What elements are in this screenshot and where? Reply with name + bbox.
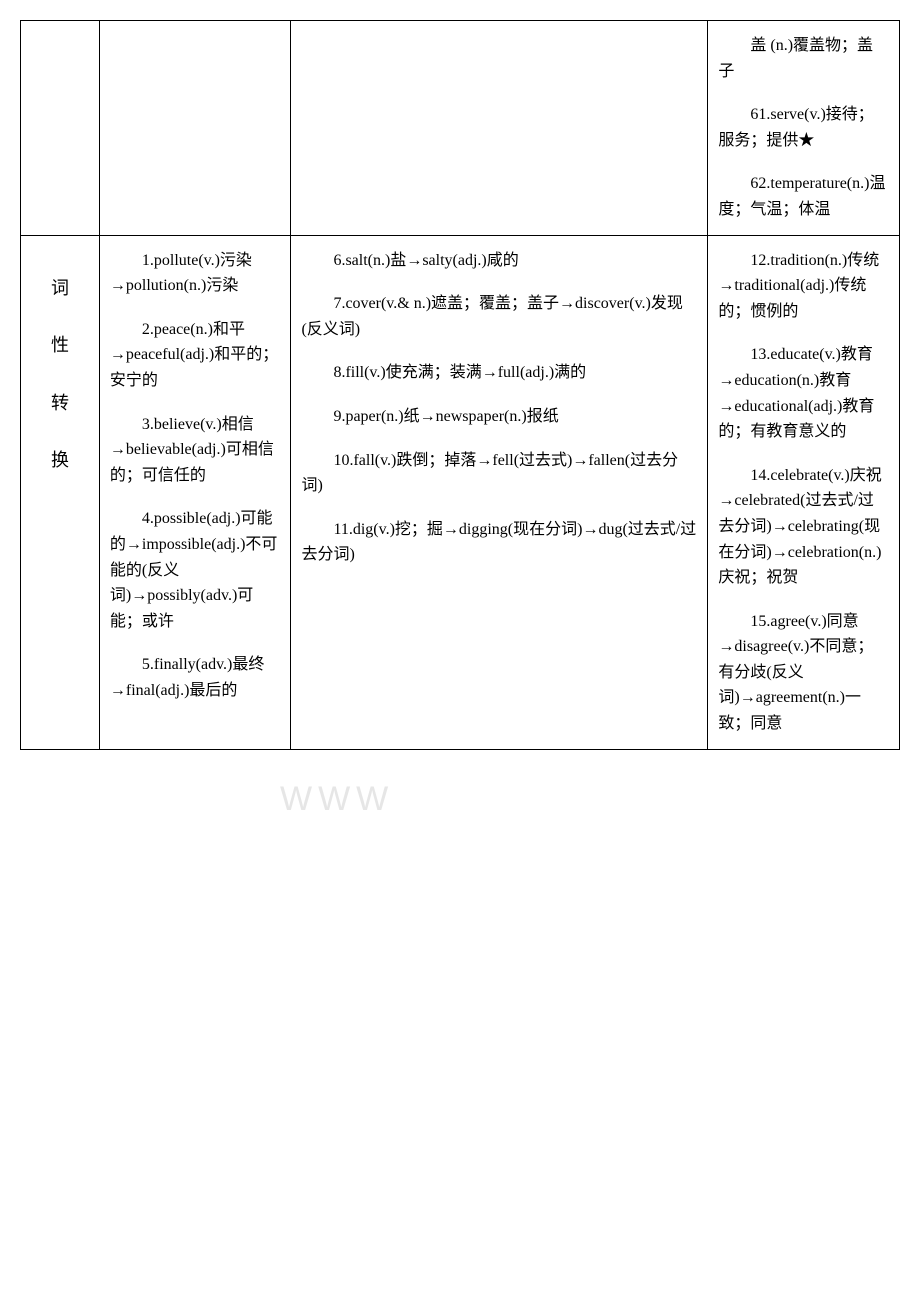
vocab-item: 7.cover(v.& n.)遮盖；覆盖；盖子→discover(v.)发现(反… <box>301 291 697 342</box>
vocab-item: 14.celebrate(v.)庆祝→celebrated(过去式/过去分词)→… <box>718 463 889 591</box>
cell-row2-col3: 6.salt(n.)盐→salty(adj.)咸的 7.cover(v.& n.… <box>291 235 708 749</box>
cell-row1-col3 <box>291 21 708 236</box>
vocab-item: 4.possible(adj.)可能的→impossible(adj.)不可能的… <box>110 506 281 634</box>
vocab-item: 61.serve(v.)接待；服务；提供★ <box>718 102 889 153</box>
vocab-item: 9.paper(n.)纸→newspaper(n.)报纸 <box>301 404 697 430</box>
vocabulary-table: 盖 (n.)覆盖物；盖子 61.serve(v.)接待；服务；提供★ 62.te… <box>20 20 900 750</box>
cell-row2-col2: 1.pollute(v.)污染→pollution(n.)污染 2.peace(… <box>99 235 291 749</box>
label-char: 词 <box>21 260 99 318</box>
cell-row1-col4: 盖 (n.)覆盖物；盖子 61.serve(v.)接待；服务；提供★ 62.te… <box>708 21 900 236</box>
document-table-wrapper: WWW 盖 (n.)覆盖物；盖子 61.serve(v.)接待；服务；提供★ <box>20 20 900 750</box>
vocab-item: 12.tradition(n.)传统→traditional(adj.)传统的；… <box>718 248 889 325</box>
vocab-item: 3.believe(v.)相信→believable(adj.)可相信的；可信任… <box>110 412 281 489</box>
cell-row1-label <box>21 21 100 236</box>
vocab-item: 5.finally(adv.)最终→final(adj.)最后的 <box>110 652 281 703</box>
vocab-item: 11.dig(v.)挖；掘→digging(现在分词)→dug(过去式/过去分词… <box>301 517 697 568</box>
vocab-item: 8.fill(v.)使充满；装满→full(adj.)满的 <box>301 360 697 386</box>
vocab-item: 盖 (n.)覆盖物；盖子 <box>718 33 889 84</box>
table-row: 盖 (n.)覆盖物；盖子 61.serve(v.)接待；服务；提供★ 62.te… <box>21 21 900 236</box>
vocab-item: 6.salt(n.)盐→salty(adj.)咸的 <box>301 248 697 274</box>
label-char: 换 <box>21 432 99 490</box>
vocab-item: 13.educate(v.)教育→education(n.)教育→educati… <box>718 342 889 444</box>
vocab-item: 15.agree(v.)同意→disagree(v.)不同意；有分歧(反义词)→… <box>718 609 889 737</box>
cell-row2-col4: 12.tradition(n.)传统→traditional(adj.)传统的；… <box>708 235 900 749</box>
vocab-item: 1.pollute(v.)污染→pollution(n.)污染 <box>110 248 281 299</box>
vocab-item: 10.fall(v.)跌倒；掉落→fell(过去式)→fallen(过去分词) <box>301 448 697 499</box>
label-char: 转 <box>21 375 99 433</box>
table-row: 词 性 转 换 1.pollute(v.)污染→pollution(n.)污染 … <box>21 235 900 749</box>
vocab-item: 62.temperature(n.)温度；气温；体温 <box>718 171 889 222</box>
cell-row1-col2 <box>99 21 291 236</box>
label-char: 性 <box>21 317 99 375</box>
vocab-item: 2.peace(n.)和平→peaceful(adj.)和平的；安宁的 <box>110 317 281 394</box>
cell-row2-label: 词 性 转 换 <box>21 235 100 749</box>
watermark-text: WWW <box>280 780 394 819</box>
